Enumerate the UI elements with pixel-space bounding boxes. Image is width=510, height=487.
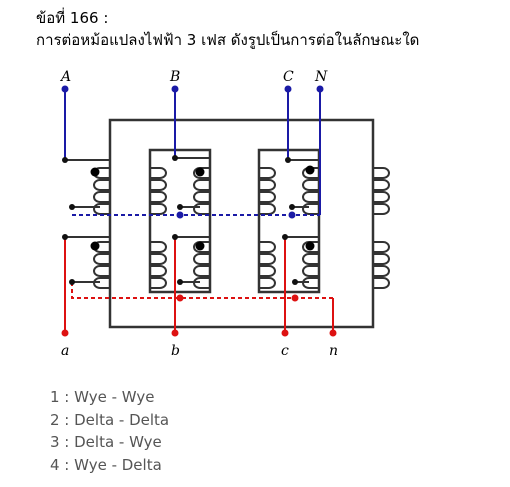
polarity-dots: [90, 165, 315, 251]
primary-coils: [93, 167, 390, 215]
terminal-label-C: C: [283, 69, 294, 85]
choice-4[interactable]: 4 : Wye - Delta: [50, 455, 162, 474]
choice-2[interactable]: 2 : Delta - Delta: [50, 410, 170, 429]
winding-terminals: [62, 155, 298, 285]
secondary-junctions: [61, 294, 337, 337]
terminal-label-A: A: [59, 69, 71, 85]
terminal-label-N: N: [314, 69, 328, 85]
transformer-diagram: A B C N a b c n: [59, 69, 390, 359]
terminal-label-B: B: [169, 69, 180, 85]
secondary-coils: [93, 241, 390, 289]
secondary-wiring: [64, 237, 334, 333]
terminal-label-n: n: [329, 343, 338, 359]
question-text: การต่อหม้อแปลงไฟฟ้า 3 เฟส ดังรูปเป็นการต…: [36, 31, 420, 49]
answer-choices: 1 : Wye - Wye 2 : Delta - Delta 3 : Delt…: [50, 386, 169, 476]
question-number: ข้อที่ 166 :: [36, 9, 109, 27]
choice-3[interactable]: 3 : Delta - Wye: [50, 433, 162, 451]
terminal-label-b: b: [171, 343, 180, 359]
terminal-label-c: c: [281, 343, 289, 359]
terminal-label-a: a: [61, 343, 69, 359]
choice-1[interactable]: 1 : Wye - Wye: [50, 388, 155, 406]
primary-junctions: [61, 85, 324, 219]
transformer-core: [108, 118, 375, 329]
primary-wiring: [64, 90, 321, 216]
